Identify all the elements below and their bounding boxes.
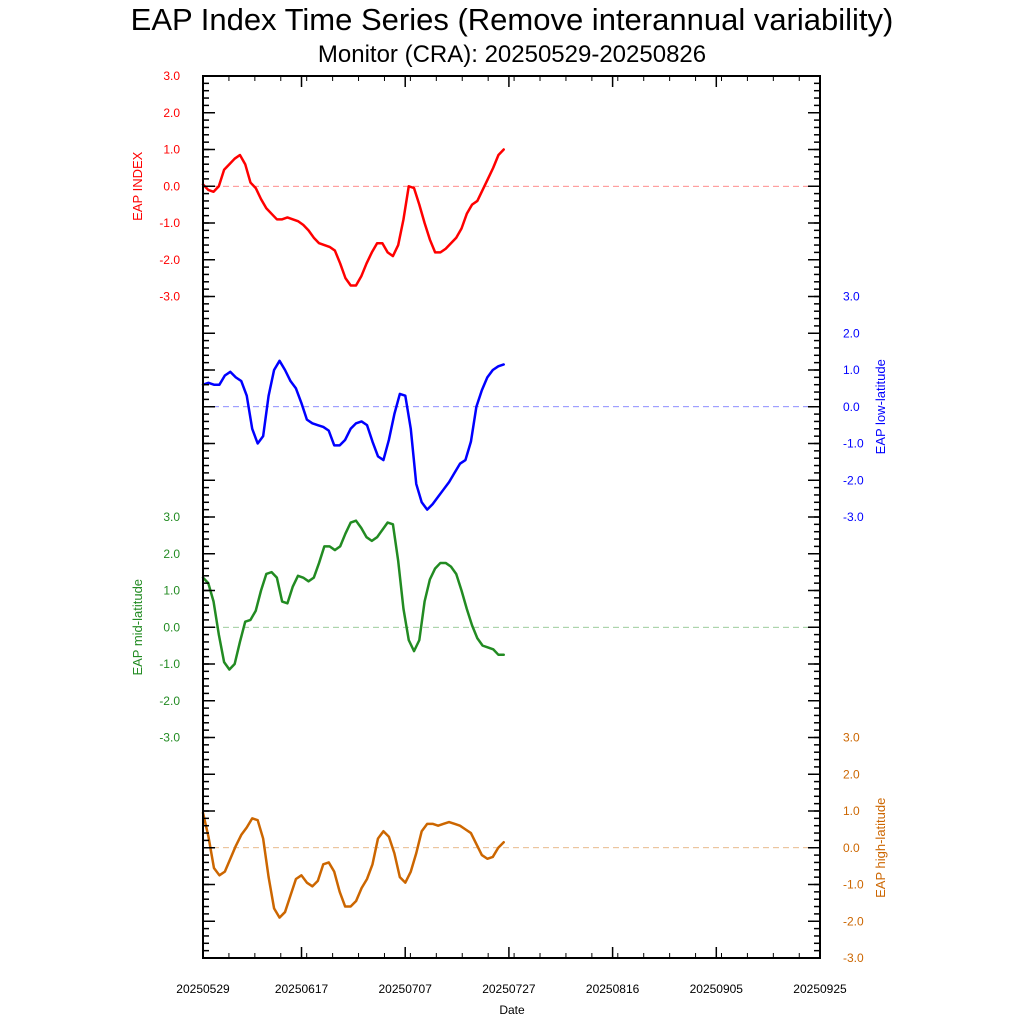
series-line [201, 148, 505, 287]
panel-4: 3.0 2.0 1.0 0.0 -1.0 -2.0 -3.0 EAP high-latitud… [201, 731, 888, 965]
chart-title: EAP Index Time Series (Remove interannua… [131, 2, 894, 37]
y-tick-label: 1.0 [843, 804, 860, 818]
y-tick-label: 1.0 [843, 363, 860, 377]
y-tick-label: -1.0 [843, 878, 864, 892]
y-tick-label: 3.0 [163, 69, 180, 83]
x-tick-label: 20250925 [793, 982, 847, 996]
plot-frame [202, 75, 821, 959]
x-tick-label: 20250617 [275, 982, 329, 996]
x-axis-label: Date [499, 1003, 525, 1017]
x-tick-label: 20250905 [690, 982, 744, 996]
panel-3: 3.0 2.0 1.0 0.0 -1.0 -2.0 -3.0 EAP mid-latitude [130, 510, 820, 745]
x-axis: 20250529 20250617 20250707 20250727 20250816… [176, 76, 847, 996]
y-tick-label: -3.0 [159, 731, 180, 745]
y-tick-label: 0.0 [843, 841, 860, 855]
y-tick-label: -2.0 [159, 253, 180, 267]
y-tick-label: 1.0 [163, 143, 180, 157]
y-tick-label: -1.0 [159, 657, 180, 671]
y-tick-label: 2.0 [163, 106, 180, 120]
series-line [201, 359, 505, 511]
y-tick-label: -3.0 [159, 290, 180, 304]
y-axis-label: EAP low-latitude [873, 359, 888, 454]
chart-subtitle: Monitor (CRA): 20250529-20250826 [318, 41, 706, 68]
y-tick-label: 0.0 [163, 620, 180, 634]
y-tick-label: 0.0 [163, 179, 180, 193]
x-tick-label: 20250529 [176, 982, 230, 996]
y-tick-label: 2.0 [843, 326, 860, 340]
y-tick-label: 2.0 [843, 767, 860, 781]
y-axis-label: EAP mid-latitude [130, 579, 145, 676]
plot-border [202, 75, 821, 959]
panels-layer: 3.0 2.0 1.0 0.0 -1.0 -2.0 -3.0 EAP INDEX 3.0 2.0 1… [130, 69, 888, 965]
y-tick-label: -3.0 [843, 951, 864, 965]
y-tick-label: -2.0 [159, 694, 180, 708]
y-tick-label: -1.0 [159, 216, 180, 230]
y-tick-label: -1.0 [843, 437, 864, 451]
y-tick-label: 0.0 [843, 400, 860, 414]
y-axis-label: EAP high-latitude [873, 798, 888, 898]
y-tick-label: -2.0 [843, 914, 864, 928]
y-tick-label: 3.0 [163, 510, 180, 524]
y-tick-label: 3.0 [843, 290, 860, 304]
x-tick-label: 20250707 [379, 982, 433, 996]
y-tick-label: 2.0 [163, 547, 180, 561]
series-line [201, 519, 505, 671]
series-line [201, 811, 505, 919]
x-tick-label: 20250727 [482, 982, 536, 996]
y-tick-label: -3.0 [843, 510, 864, 524]
y-axis-label: EAP INDEX [130, 151, 145, 220]
y-tick-label: 1.0 [163, 584, 180, 598]
y-tick-label: 3.0 [843, 731, 860, 745]
y-tick-label: -2.0 [843, 473, 864, 487]
panel-1: 3.0 2.0 1.0 0.0 -1.0 -2.0 -3.0 EAP INDEX [130, 69, 820, 304]
x-tick-label: 20250816 [586, 982, 640, 996]
panel-2: 3.0 2.0 1.0 0.0 -1.0 -2.0 -3.0 EAP low-latitude [201, 290, 888, 524]
